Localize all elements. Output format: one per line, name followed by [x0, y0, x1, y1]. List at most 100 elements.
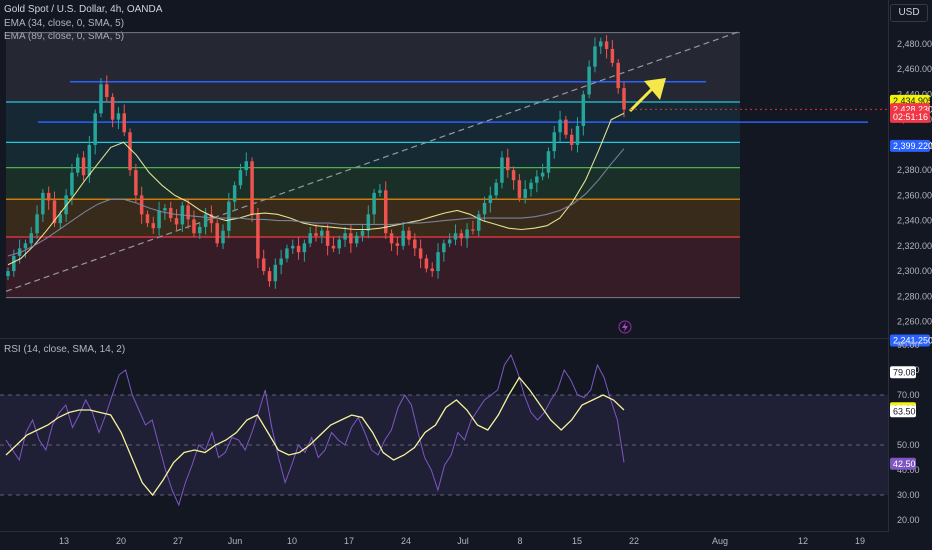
price-tick-label: 2,300.000 — [897, 266, 932, 276]
candle — [413, 239, 417, 249]
candle — [465, 229, 469, 239]
candle — [343, 233, 347, 240]
candle — [442, 243, 446, 253]
candle — [558, 119, 562, 133]
candle — [6, 271, 10, 277]
rsi-pane[interactable] — [0, 353, 888, 507]
candle — [366, 214, 371, 231]
candle — [41, 192, 45, 215]
candle — [436, 252, 440, 272]
time-tick-label: 20 — [116, 536, 126, 546]
candle — [540, 172, 545, 177]
candle — [459, 233, 464, 239]
price-tick-label: 2,260.000 — [897, 317, 932, 327]
time-tick-label: Jul — [457, 536, 469, 546]
alert-icon[interactable] — [618, 320, 632, 334]
time-tick-label: 24 — [401, 536, 411, 546]
candle — [488, 195, 493, 203]
candle — [99, 84, 103, 114]
candle — [453, 233, 458, 240]
candle — [587, 66, 591, 95]
candle — [610, 48, 615, 63]
ema89-legend[interactable]: EMA (89, close, 0, SMA, 5) — [4, 31, 124, 42]
candle — [331, 245, 336, 249]
candle — [383, 190, 388, 234]
fib-zone — [6, 237, 740, 298]
rsi-tick-label: 40.00 — [897, 465, 920, 475]
time-tick-label: 15 — [572, 536, 582, 546]
candle — [157, 210, 161, 229]
candle — [250, 161, 254, 215]
price-badge — [890, 110, 930, 123]
candle — [337, 239, 341, 249]
time-tick-label: 17 — [344, 536, 354, 546]
rsi-tick-label: 20.00 — [897, 515, 920, 525]
candle — [232, 185, 237, 202]
candle — [23, 243, 28, 249]
candle — [35, 214, 39, 234]
price-tick-label: 2,280.000 — [897, 291, 932, 301]
candle — [87, 144, 92, 176]
candle — [70, 172, 74, 196]
candle — [476, 214, 481, 231]
fib-zone — [6, 142, 740, 168]
rsi-legend[interactable]: RSI (14, close, SMA, 14, 2) — [4, 344, 126, 355]
price-pane[interactable] — [5, 30, 888, 299]
rsi-badge-label: 79.08 — [893, 367, 916, 377]
arrow-icon — [628, 87, 654, 113]
candle — [81, 157, 86, 176]
candle — [401, 230, 405, 246]
price-tick-label: 2,460.000 — [897, 64, 932, 74]
candle — [372, 192, 376, 215]
candle — [546, 151, 551, 173]
candle — [506, 157, 510, 171]
price-tick-label: 2,480.000 — [897, 39, 932, 49]
candle — [418, 248, 423, 259]
rsi-badge — [890, 457, 916, 470]
candle — [593, 46, 597, 67]
candle — [151, 223, 156, 229]
candle — [221, 230, 225, 244]
candle — [482, 202, 487, 215]
candle — [616, 62, 620, 89]
candle — [302, 243, 307, 253]
candle — [93, 113, 97, 145]
candle — [267, 271, 272, 282]
candle — [215, 223, 219, 244]
candle — [116, 113, 121, 120]
price-tick-label: 2,440.000 — [897, 89, 932, 99]
candle — [360, 230, 365, 236]
time-tick-label: 19 — [855, 536, 865, 546]
candle — [308, 233, 312, 244]
candle — [569, 134, 574, 145]
arrow-head-icon — [644, 78, 666, 100]
candle — [517, 180, 522, 198]
candle — [58, 214, 63, 224]
candle — [447, 239, 452, 244]
candle — [320, 230, 324, 236]
candle — [198, 226, 202, 234]
time-tick-label: 8 — [517, 536, 522, 546]
candle — [599, 41, 603, 47]
currency-button[interactable]: USD — [890, 4, 928, 22]
candle — [389, 233, 394, 244]
chart-title: Gold Spot / U.S. Dollar, 4h, OANDA — [4, 4, 163, 15]
time-tick-label: 10 — [287, 536, 297, 546]
candle — [279, 258, 283, 265]
price-badge-label: 2,241.250 — [893, 336, 932, 346]
candle — [256, 214, 260, 259]
candle — [291, 245, 295, 249]
candle — [203, 214, 208, 227]
price-badge-label: 2,434.905 — [893, 96, 932, 106]
price-badge-label: 2,399.220 — [893, 141, 932, 151]
candle — [244, 161, 249, 171]
candle — [523, 189, 527, 198]
candle — [622, 88, 626, 110]
ema34-legend[interactable]: EMA (34, close, 0, SMA, 5) — [4, 18, 125, 29]
rsi-badge — [890, 405, 916, 418]
rsi-line — [5, 353, 625, 507]
candle — [186, 205, 190, 220]
rsi-tick-label: 90.00 — [897, 340, 920, 350]
candle — [500, 157, 504, 183]
